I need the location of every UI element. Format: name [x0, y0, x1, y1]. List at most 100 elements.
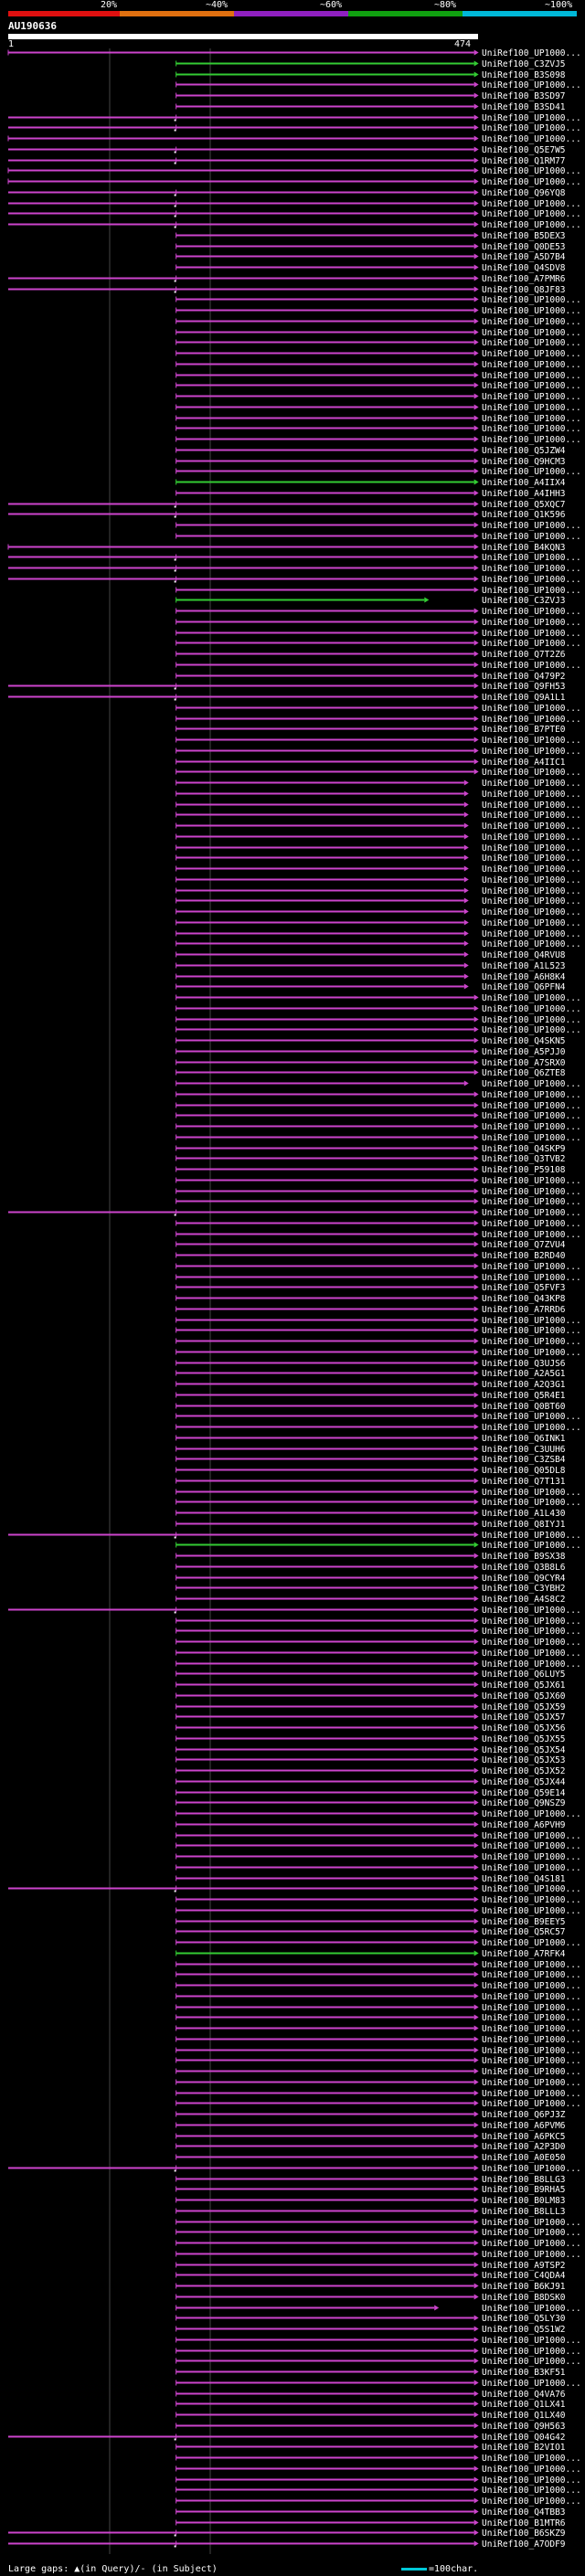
hit-label: UniRef100_UP1000...: [482, 564, 581, 574]
hit-label: UniRef100_UP1000...: [482, 1884, 581, 1894]
hit-label: UniRef100_B9SX38: [482, 1552, 566, 1562]
hit-row: UniRef100_UP1000...: [176, 790, 581, 800]
hit-label: UniRef100_Q04G42: [482, 2433, 566, 2443]
arrowhead-icon: [473, 630, 479, 636]
hit-row: UniRef100_Q8JF83: [8, 285, 566, 295]
hit-row: UniRef100_Q5LY30: [176, 2314, 566, 2324]
hit-row: UniRef100_UP1000...: [8, 1884, 581, 1894]
arrowhead-icon: [473, 619, 479, 625]
arrowhead-icon: [473, 2068, 479, 2074]
hit-row: UniRef100_Q0BT60: [176, 1402, 566, 1412]
hit-row: UniRef100_UP1000...: [176, 2475, 581, 2486]
hit-row: UniRef100_Q3B8L6: [176, 1563, 566, 1573]
hit-label: UniRef100_C3YBH2: [482, 1584, 566, 1594]
hit-row: UniRef100_Q5JX56: [176, 1723, 566, 1733]
arrowhead-icon: [473, 2358, 479, 2364]
hit-row: UniRef100_UP1000...: [176, 1337, 581, 1347]
arrowhead-icon: [473, 1037, 479, 1044]
arrowhead-icon: [473, 1091, 479, 1097]
arrowhead-icon: [473, 1703, 479, 1710]
identity-legend: 20% ~40% ~60% ~80% ~100%: [0, 0, 585, 20]
hit-label: UniRef100_UP1000...: [482, 1337, 581, 1347]
hit-label: UniRef100_UP1000...: [482, 1531, 581, 1541]
hit-row: UniRef100_B5DEX3: [176, 231, 566, 241]
hit-label: UniRef100_Q4SKP9: [482, 1144, 566, 1154]
hit-row: UniRef100_UP1000...: [176, 1960, 581, 1970]
hit-label: UniRef100_UP1000...: [482, 166, 581, 176]
hit-row: UniRef100_UP1000...: [176, 607, 581, 617]
hit-label: UniRef100_A2A5G1: [482, 1369, 566, 1379]
hit-label: UniRef100_Q4SKN5: [482, 1036, 566, 1046]
hit-row: UniRef100_UP1000...: [176, 467, 581, 477]
hit-label: UniRef100_Q96YQ8: [482, 188, 566, 198]
arrowhead-icon: [473, 2176, 479, 2182]
hit-label: UniRef100_Q5R4E1: [482, 1391, 566, 1401]
hit-label: UniRef100_UP1000...: [482, 993, 581, 1003]
hit-label: UniRef100_A4S8C2: [482, 1595, 566, 1605]
arrowhead-icon: [473, 565, 479, 571]
hit-row: UniRef100_B2VIO1: [176, 2443, 566, 2453]
hit-row: UniRef100_UP1000...: [176, 295, 581, 305]
hit-label: UniRef100_UP1000...: [482, 2067, 581, 2077]
hit-label: UniRef100_Q5JX52: [482, 1766, 566, 1776]
hit-label: UniRef100_Q9HCM3: [482, 457, 566, 467]
hit-label: UniRef100_UP1000...: [482, 1638, 581, 1648]
hit-label: UniRef100_UP1000...: [482, 618, 581, 628]
arrowhead-icon: [473, 1284, 479, 1290]
hit-row: UniRef100_UP1000...: [176, 1015, 581, 1025]
hit-row: UniRef100_UP1000...: [176, 392, 581, 402]
hit-label: UniRef100_UP1000...: [482, 2003, 581, 2013]
arrowhead-icon: [473, 1649, 479, 1656]
arrowhead-icon: [473, 1370, 479, 1376]
arrowhead-icon: [473, 2251, 479, 2257]
arrowhead-icon: [473, 1627, 479, 1634]
hit-label: UniRef100_B5DEX3: [482, 231, 566, 241]
arrowhead-icon: [473, 1327, 479, 1333]
hit-label: UniRef100_UP1000...: [482, 1122, 581, 1132]
hit-row: UniRef100_Q6PJ3Z: [176, 2110, 566, 2120]
gap-dot-icon: [174, 194, 176, 196]
hit-row: UniRef100_UP1000...: [176, 521, 581, 531]
arrowhead-icon: [473, 124, 479, 131]
arrowhead-icon: [473, 2229, 479, 2235]
arrowhead-icon: [473, 1692, 479, 1699]
hit-row: UniRef100_Q1K596: [8, 510, 566, 520]
hit-row: UniRef100_P59108: [176, 1165, 566, 1175]
hit-row: UniRef100_A0E050: [176, 2153, 566, 2163]
hit-label: UniRef100_UP1000...: [482, 177, 581, 187]
query-start-position: 1: [8, 39, 15, 49]
hit-label: UniRef100_B2VIO1: [482, 2443, 566, 2453]
arrowhead-icon: [473, 2262, 479, 2268]
hit-label: UniRef100_UP1000...: [482, 2496, 581, 2507]
hit-row: UniRef100_UP1000...: [176, 338, 581, 348]
arrowhead-icon: [463, 811, 469, 818]
hit-label: UniRef100_UP1000...: [482, 575, 581, 585]
hit-row: UniRef100_UP1000...: [176, 811, 581, 821]
hit-label: UniRef100_A4IHH3: [482, 489, 566, 499]
arrowhead-icon: [473, 382, 479, 388]
hit-label: UniRef100_Q5XQC7: [482, 500, 566, 510]
hit-row: UniRef100_UP1000...: [176, 1262, 581, 1272]
hit-label: UniRef100_UP1000...: [482, 2347, 581, 2357]
hit-label: UniRef100_UP1000...: [482, 1079, 581, 1089]
hit-row: UniRef100_Q5JX59: [176, 1702, 566, 1712]
legend-label-20: 20%: [101, 0, 118, 10]
arrowhead-icon: [473, 2476, 479, 2483]
hit-label: UniRef100_Q6PFN4: [482, 982, 566, 992]
arrowhead-icon: [473, 60, 479, 67]
arrowhead-icon: [473, 2057, 479, 2063]
arrowhead-icon: [473, 2283, 479, 2289]
arrowhead-icon: [473, 1853, 479, 1860]
arrowhead-icon: [473, 1446, 479, 1452]
hit-label: UniRef100_Q59E14: [482, 1788, 566, 1798]
hit-label: UniRef100_Q7T2Z6: [482, 650, 566, 660]
hit-label: UniRef100_UP1000...: [482, 1960, 581, 1970]
gap-dot-icon: [174, 2438, 176, 2441]
hit-row: UniRef100_UP1000...: [176, 2078, 581, 2088]
arrowhead-icon: [473, 1746, 479, 1753]
hit-label: UniRef100_UP1000...: [482, 48, 581, 58]
hit-row: UniRef100_B4KQN3: [7, 543, 566, 553]
arrowhead-icon: [473, 1617, 479, 1624]
hit-row: UniRef100_A6PVM6: [176, 2121, 566, 2131]
hit-row: UniRef100_Q4RVU8: [176, 950, 566, 960]
